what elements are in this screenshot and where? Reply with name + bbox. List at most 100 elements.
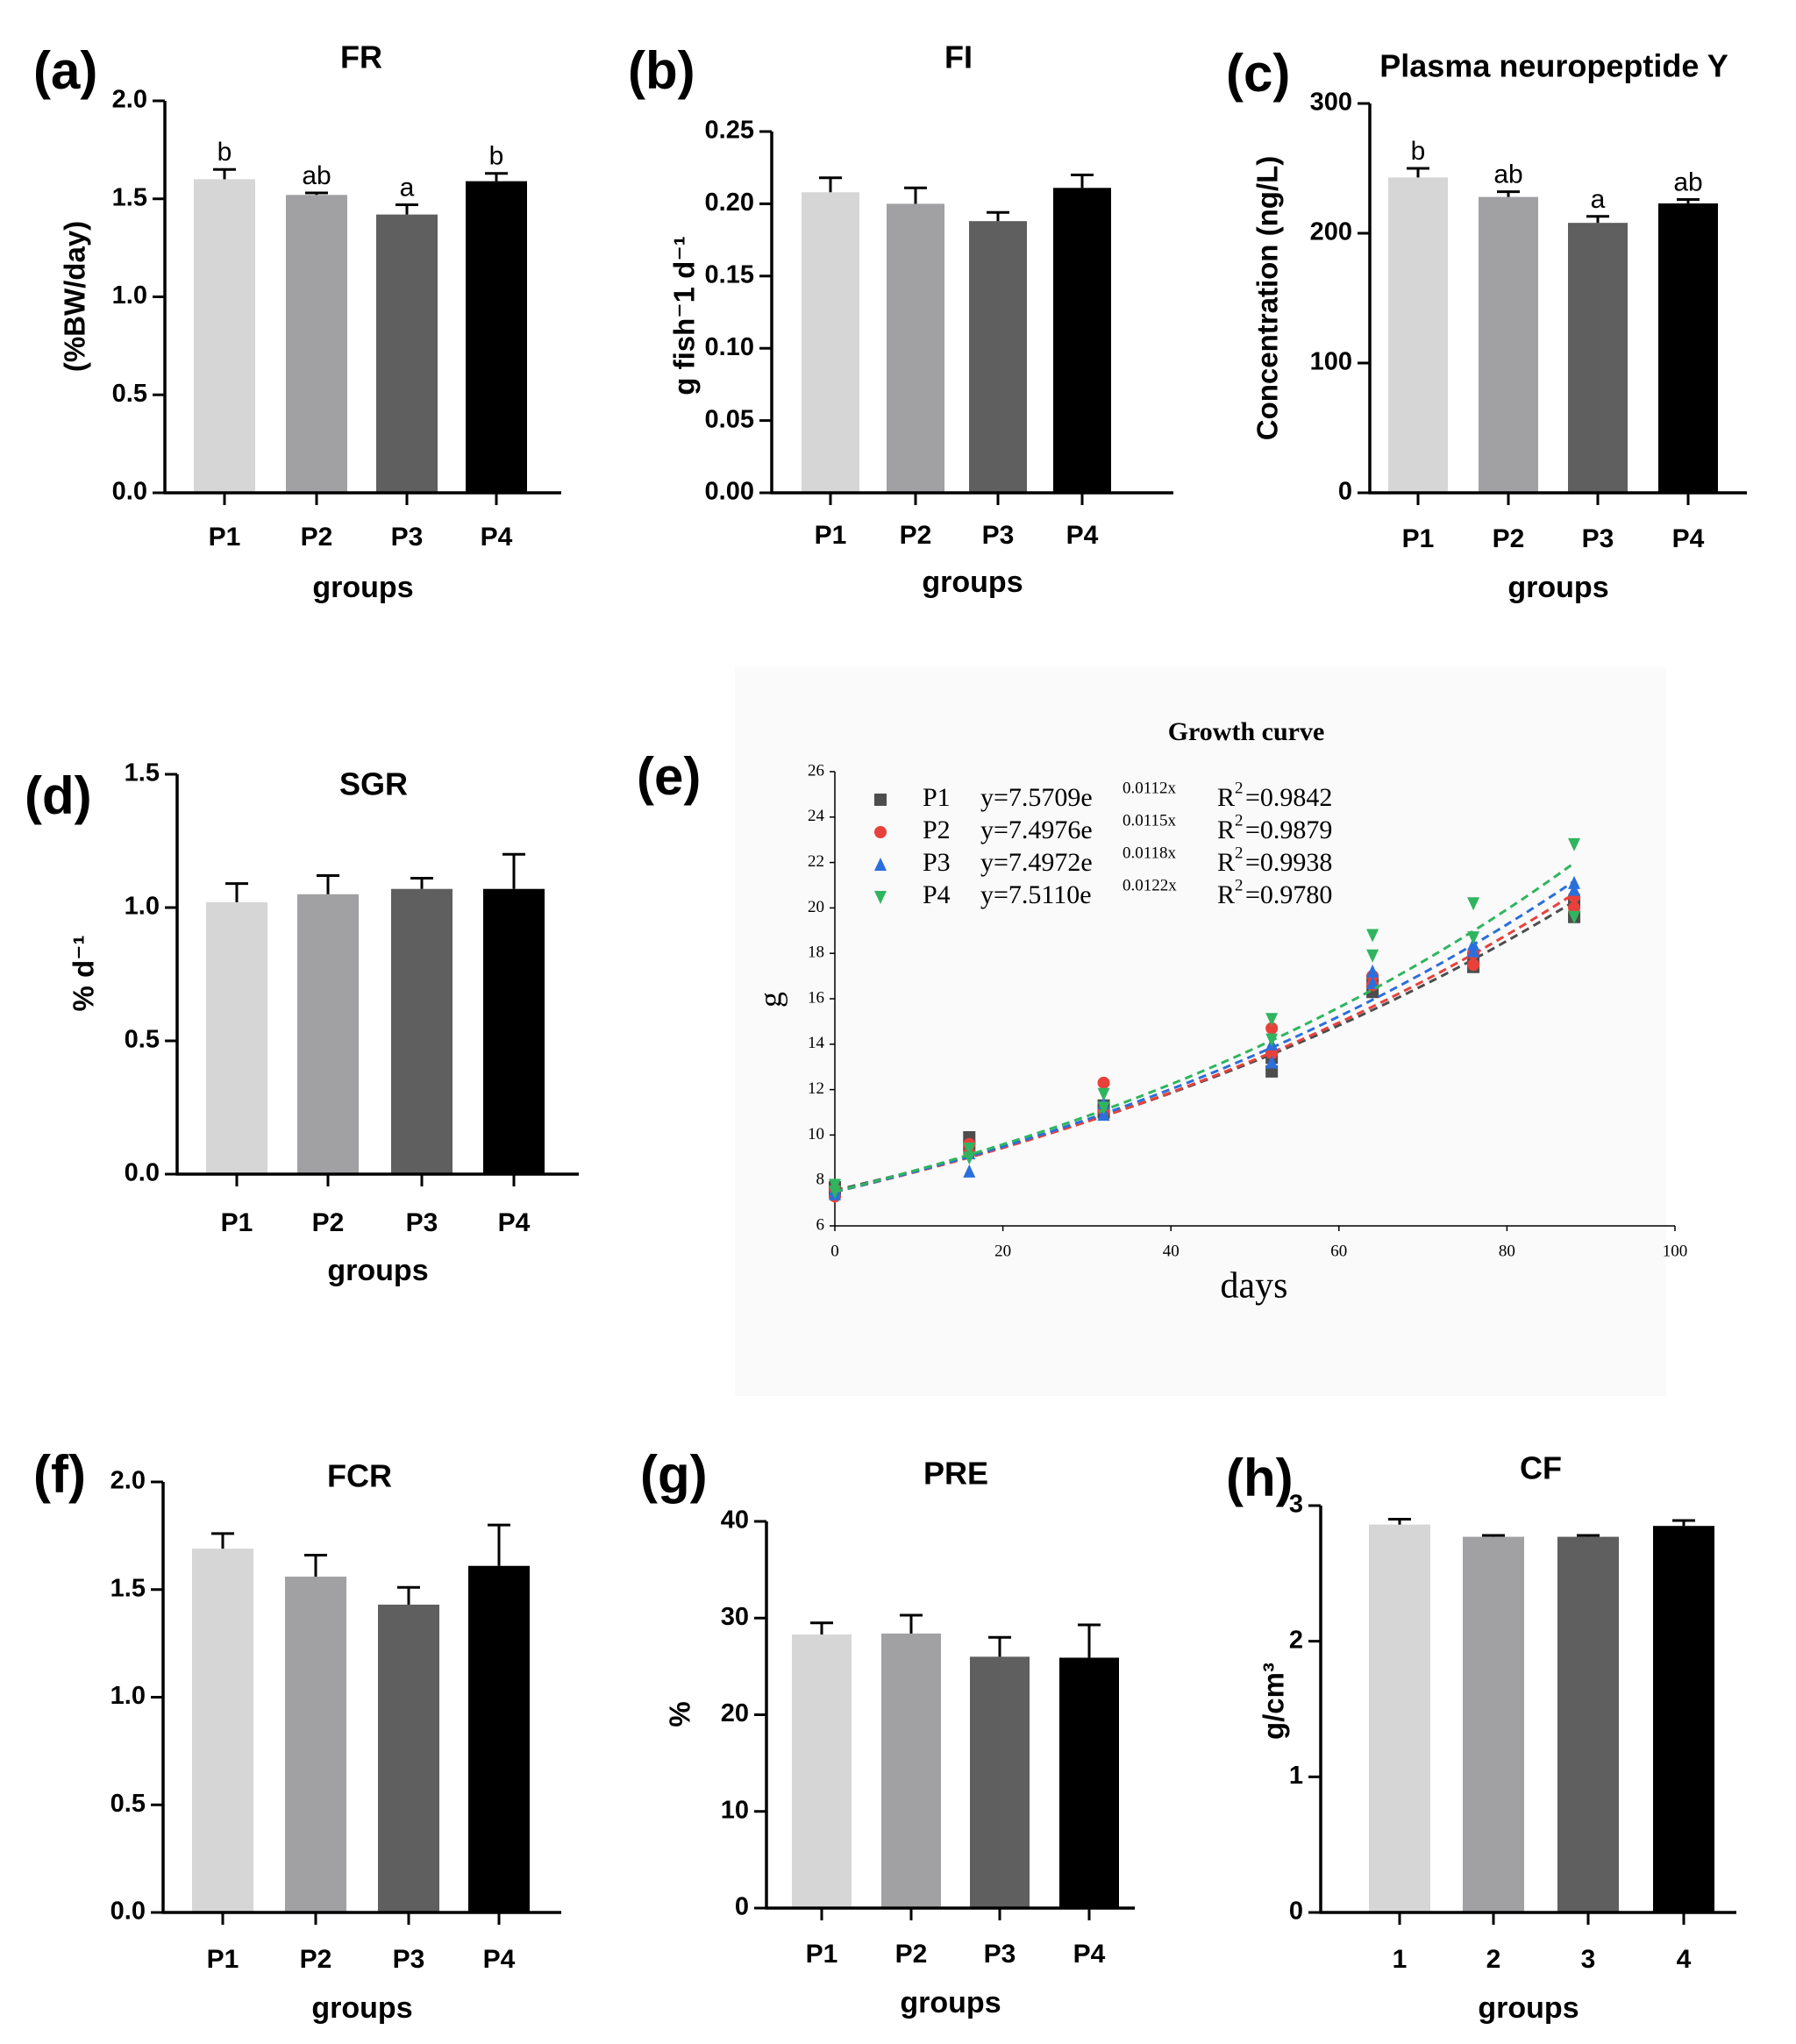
y-tick-label: 0	[1289, 1898, 1303, 1926]
fit-curve	[834, 880, 1575, 1193]
legend-r-label: R	[1217, 848, 1235, 877]
y-tick-label: 3	[1289, 1491, 1303, 1519]
x-tick-label: P3	[406, 1208, 438, 1237]
y-tick-label: 20	[721, 1699, 749, 1727]
y-tick-label: 300	[1310, 89, 1352, 117]
legend-r-superscript: 2	[1235, 844, 1244, 862]
data-point	[1568, 910, 1581, 924]
bar-p2	[286, 195, 347, 493]
y-tick-label: 200	[1310, 218, 1352, 246]
legend-equation-exponent: 0.0115x	[1122, 811, 1177, 830]
y-tick-label: 10	[808, 1125, 824, 1143]
chart-title: SGR	[339, 766, 408, 802]
legend-marker	[874, 858, 887, 871]
x-tick-label: P2	[895, 1940, 928, 1969]
y-tick-label: 0.0	[125, 1159, 160, 1187]
x-tick-label: P3	[982, 521, 1015, 550]
legend-equation-exponent: 0.0112x	[1122, 779, 1177, 797]
bar-3	[1557, 1536, 1619, 1912]
y-axis-label: % d⁻¹	[68, 935, 100, 1011]
data-point	[963, 1164, 976, 1178]
panel-label: (c)	[1226, 44, 1290, 103]
data-point	[1097, 1076, 1110, 1089]
bar-p1	[206, 901, 267, 1174]
legend-name: P1	[923, 783, 951, 812]
x-tick-label: 100	[1663, 1242, 1688, 1260]
significance-letter: a	[1591, 185, 1606, 214]
series-p3: P3 y=7.4972e 0.0118x R 2 =0.9938	[829, 844, 1581, 1200]
legend-r-superscript: 2	[1235, 876, 1244, 894]
data-point	[1265, 1033, 1279, 1047]
bar-p1	[792, 1634, 852, 1908]
data-point	[1568, 875, 1581, 889]
legend-r2-value: =0.9842	[1245, 783, 1332, 812]
x-tick-label: 20	[994, 1242, 1011, 1260]
chart-title: FCR	[327, 1458, 392, 1494]
x-tick-label: P2	[1493, 524, 1525, 553]
x-tick-label: 0	[830, 1242, 839, 1260]
data-point	[1265, 1055, 1279, 1069]
x-tick-label: P2	[312, 1208, 345, 1237]
panel-h: (h) CF 1 2 3 4 0 1 2 3 g/cm³ groups	[1226, 1449, 1736, 2025]
legend-equation: y=7.4976e	[980, 815, 1093, 844]
legend-equation-exponent: 0.0122x	[1122, 876, 1177, 894]
x-tick-label: 4	[1677, 1945, 1692, 1974]
panel-label: (a)	[33, 41, 97, 100]
data-point	[1467, 897, 1480, 911]
x-tick-label: P1	[221, 1208, 253, 1237]
y-tick-label: 24	[808, 807, 825, 825]
legend-name: P3	[923, 848, 951, 877]
bar-p4	[1053, 188, 1111, 493]
bar-p3	[391, 888, 453, 1174]
data-point	[1265, 1013, 1279, 1027]
legend-r-superscript: 2	[1235, 779, 1244, 797]
bar-p4	[1658, 203, 1718, 493]
y-tick-label: 40	[721, 1506, 749, 1535]
data-point	[1467, 944, 1480, 958]
panel-label: (g)	[640, 1445, 708, 1504]
y-tick-label: 1.0	[112, 281, 147, 310]
legend-r-superscript: 2	[1235, 811, 1244, 830]
data-point	[1467, 958, 1480, 972]
data-point	[1366, 949, 1379, 963]
x-axis-label: groups	[922, 566, 1023, 599]
y-tick-label: 0	[735, 1893, 749, 1921]
bar-p2	[285, 1577, 346, 1912]
legend-r2-value: =0.9780	[1245, 880, 1332, 909]
y-axis-label: (%BW/day)	[59, 221, 91, 372]
panel-label: (b)	[628, 41, 695, 100]
data-point	[1097, 1101, 1110, 1115]
y-tick-label: 0	[1338, 478, 1352, 506]
legend-equation: y=7.5110e	[980, 880, 1092, 909]
significance-letter: ab	[302, 161, 331, 190]
y-tick-label: 0.0	[110, 1898, 146, 1926]
legend-r2-value: =0.9938	[1245, 848, 1332, 877]
y-tick-label: 1	[1289, 1762, 1303, 1790]
x-tick-label: P2	[900, 521, 932, 550]
chart-title: CF	[1520, 1450, 1562, 1486]
y-tick-label: 18	[808, 944, 824, 962]
data-point	[1366, 929, 1379, 943]
x-tick-label: P1	[815, 521, 847, 550]
legend-equation: y=7.5709e	[980, 783, 1093, 812]
x-axis-label: groups	[311, 1991, 412, 2025]
fit-curve	[834, 892, 1575, 1193]
y-tick-label: 0.5	[125, 1026, 160, 1054]
bar-p1	[192, 1549, 253, 1912]
y-tick-label: 1.0	[110, 1682, 146, 1710]
significance-letter: b	[217, 138, 232, 167]
bar-p4	[483, 888, 545, 1174]
data-point	[829, 1186, 841, 1200]
panel-label: (e)	[637, 747, 701, 806]
y-tick-label: 0.25	[705, 117, 754, 145]
x-tick-label: P4	[498, 1208, 531, 1237]
x-tick-label: 3	[1581, 1945, 1596, 1974]
panel-b: (b) FI P1 P2 P3 P4 0.00 0.05 0.10 0.15 0.20 0.25 g f…	[628, 39, 1173, 599]
x-tick-label: P4	[483, 1945, 516, 1974]
legend-name: P4	[923, 880, 951, 909]
panel-label: (d)	[25, 766, 92, 825]
legend-equation: y=7.4972e	[980, 848, 1093, 877]
plot-background	[735, 666, 1666, 1396]
panel-d: (d) SGR P1 P2 P3 P4 0.0 0.5 1.0 1.5 % d⁻¹ groups	[25, 759, 579, 1287]
